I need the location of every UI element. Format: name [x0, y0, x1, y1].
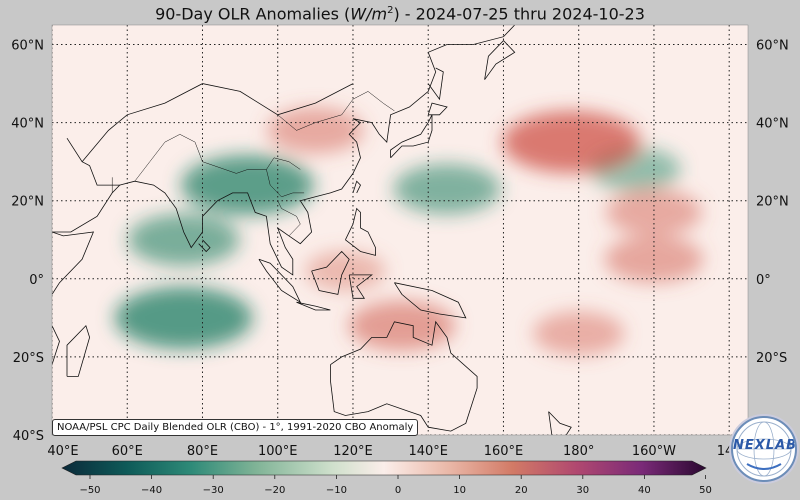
anomaly-patch — [181, 155, 315, 216]
lat-label: 0° — [756, 273, 771, 288]
lat-label: 20°N — [11, 195, 44, 210]
lat-label: 20°N — [756, 195, 789, 210]
lat-label: 60°N — [11, 39, 44, 54]
anomaly-field — [114, 107, 704, 356]
colorbar-tick-label: −40 — [141, 485, 162, 496]
map-title: 90-Day OLR Anomalies (W/m2) - 2024-07-25… — [155, 4, 645, 24]
anomaly-patch — [305, 251, 386, 291]
gridlines — [52, 25, 748, 435]
colorbar-tick-label: −20 — [264, 485, 285, 496]
colorbar-tick-label: −50 — [79, 485, 100, 496]
lon-label: 160°E — [484, 444, 524, 459]
colorbar-tick-label: 30 — [576, 485, 589, 496]
lat-label: 40°S — [13, 429, 44, 444]
lon-label: 180° — [563, 444, 594, 459]
lon-label: 60°E — [112, 444, 143, 459]
anomaly-patch — [114, 286, 253, 349]
anomaly-patch — [348, 300, 456, 351]
anomaly-patch — [127, 213, 240, 266]
lat-labels-left: 60°N 40°N 20°N 0° 20°S 40°S — [11, 39, 44, 444]
logo-text: NEXLAB — [733, 438, 797, 453]
colorbar-tick-label: −30 — [203, 485, 224, 496]
anomaly-patch — [393, 164, 501, 214]
anomaly-patch — [502, 111, 641, 174]
lat-label: 40°N — [756, 117, 789, 132]
lat-label: 40°N — [11, 117, 44, 132]
colorbar-tick-label: 50 — [699, 485, 712, 496]
anomaly-patch — [533, 311, 625, 356]
lat-labels-right: 60°N40°N20°N0°20°S40°S — [756, 39, 789, 444]
colorbar-tick-label: −10 — [326, 485, 347, 496]
lat-label: 20°S — [13, 351, 44, 366]
lon-label: 140°E — [408, 444, 448, 459]
lat-label: 20°S — [756, 351, 787, 366]
lon-label: 120°E — [333, 444, 373, 459]
colorbar: −50 −40 −30 −20 −10 0 10 20 30 40 50 — [61, 460, 712, 496]
colorbar-tick-label: 40 — [638, 485, 651, 496]
lat-label: 0° — [29, 273, 44, 288]
colorbar-tick-label: 0 — [395, 485, 401, 496]
lon-labels-bottom: 40°E 60°E 80°E 100°E 120°E 140°E 160°E 180° 160°… — [47, 444, 741, 459]
lon-label: 160°W — [632, 444, 676, 459]
lon-label: 80°E — [187, 444, 218, 459]
lat-label: 60°N — [756, 39, 789, 54]
nexlab-logo: NEXLAB — [731, 416, 797, 482]
lon-label: 40°E — [47, 444, 78, 459]
colorbar-tick-label: 10 — [453, 485, 466, 496]
lon-label: 100°E — [258, 444, 298, 459]
colorbar-tick-label: 20 — [515, 485, 528, 496]
source-note: NOAA/PSL CPC Daily Blended OLR (CBO) - 1… — [52, 419, 419, 436]
anomaly-patch — [267, 107, 364, 154]
